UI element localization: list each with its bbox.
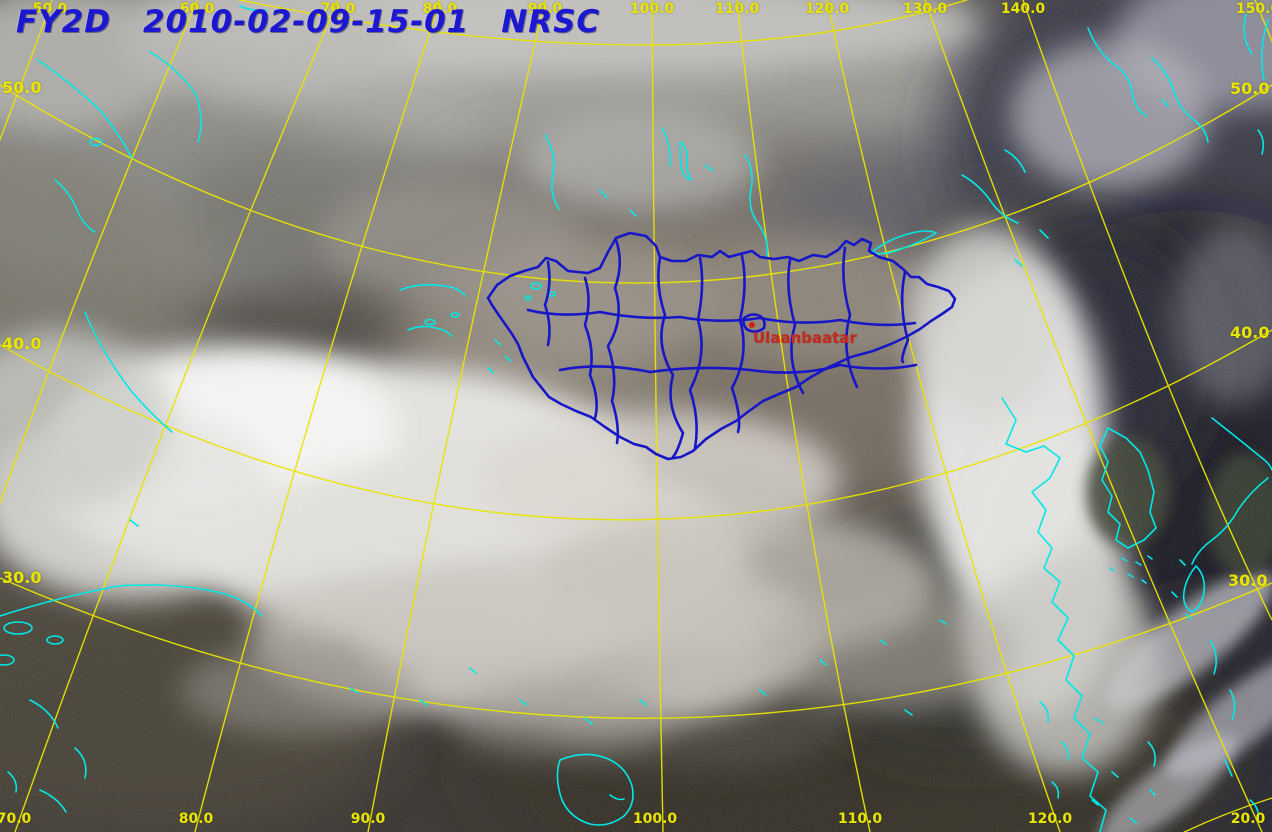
lat-label-left-2: 30.0 [2, 568, 42, 587]
lon-label-top-6: 110.0 [714, 1, 760, 17]
lon-label-top-3: 80.0 [422, 1, 458, 17]
lon-label-bottom-0: 70.0 [0, 811, 32, 827]
lon-label-bottom-5: 120.0 [1027, 811, 1073, 827]
lon-label-top-5: 100.0 [629, 1, 675, 17]
image-title: FY2D 2010-02-09-15-01 NRSC [16, 4, 600, 40]
lon-label-top-9: 140.0 [1000, 1, 1046, 17]
lat-label-right-0: 50.0 [1230, 79, 1270, 98]
lat-label-left-1: 40.0 [2, 334, 42, 353]
lon-label-top-4: 90.0 [527, 1, 563, 17]
lon-label-top-10: 150.0 [1235, 1, 1272, 17]
image-datetime: 2010-02-09-15-01 [142, 4, 470, 40]
lon-label-bottom-2: 90.0 [350, 811, 386, 827]
city-marker-dot [749, 322, 755, 328]
lat-label-right-1: 40.0 [1230, 323, 1270, 342]
lon-label-top-2: 70.0 [320, 1, 356, 17]
satellite-name: FY2D [16, 4, 111, 40]
coastline-layer [0, 5, 1272, 832]
lat-label-right-2: 30.0 [1228, 571, 1268, 590]
lon-label-bottom-3: 100.0 [632, 811, 678, 827]
city-label: Ulaanbaatar [753, 329, 857, 347]
mongolia-boundary-layer [486, 231, 957, 461]
lon-label-bottom-1: 80.0 [178, 811, 214, 827]
lon-label-top-1: 60.0 [179, 1, 215, 17]
agency-name: NRSC [501, 4, 601, 40]
lon-label-bottom-4: 110.0 [837, 811, 883, 827]
lat-label-bottom-right: 20.0 [1230, 811, 1266, 827]
lon-label-top-0: 50.0 [32, 1, 68, 17]
lon-label-top-7: 120.0 [804, 1, 850, 17]
lon-label-top-8: 130.0 [902, 1, 948, 17]
lat-label-left-0: 50.0 [2, 78, 42, 97]
